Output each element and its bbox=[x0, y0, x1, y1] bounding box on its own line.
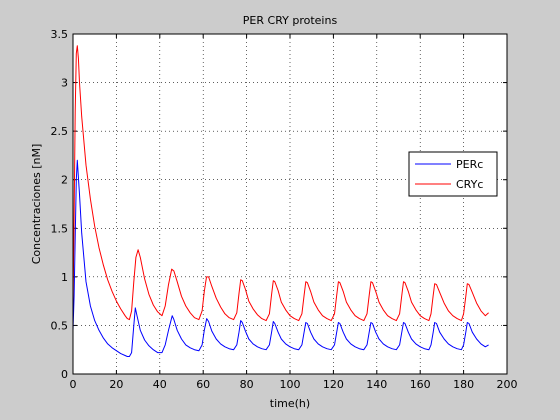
y-tick-label: 2.5 bbox=[51, 125, 69, 138]
y-tick-label: 0 bbox=[61, 368, 68, 381]
x-tick-label: 200 bbox=[497, 378, 518, 391]
x-tick-labels: 0 20 40 60 80 100 120 140 160 180 200 bbox=[70, 378, 518, 391]
x-tick-label: 0 bbox=[70, 378, 77, 391]
x-tick-label: 80 bbox=[240, 378, 254, 391]
chart-title: PER CRY proteins bbox=[243, 14, 338, 27]
x-tick-label: 140 bbox=[366, 378, 387, 391]
y-tick-label: 3 bbox=[61, 77, 68, 90]
y-tick-label: 2 bbox=[61, 174, 68, 187]
x-tick-label: 100 bbox=[280, 378, 301, 391]
legend-label-cryc: CRYc bbox=[456, 178, 483, 191]
x-tick-label: 160 bbox=[410, 378, 431, 391]
data-series bbox=[72, 45, 489, 357]
series-line-perc bbox=[72, 159, 489, 357]
legend: PERc CRYc bbox=[408, 151, 498, 197]
grid-lines bbox=[73, 34, 507, 374]
y-tick-label: 0.5 bbox=[51, 319, 69, 332]
x-axis-label: time(h) bbox=[270, 397, 310, 410]
x-tick-label: 120 bbox=[323, 378, 344, 391]
x-tick-label: 20 bbox=[109, 378, 123, 391]
legend-label-perc: PERc bbox=[456, 158, 483, 171]
y-tick-label: 3.5 bbox=[51, 28, 69, 41]
y-tick-labels: 0 0.5 1 1.5 2 2.5 3 3.5 bbox=[51, 28, 69, 381]
plot-frame bbox=[72, 33, 508, 375]
y-tick-label: 1.5 bbox=[51, 222, 69, 235]
legend-box bbox=[408, 151, 498, 197]
x-tick-label: 180 bbox=[453, 378, 474, 391]
y-tick-label: 1 bbox=[61, 271, 68, 284]
x-tick-label: 40 bbox=[153, 378, 167, 391]
y-axis-label: Concentraciones [nM] bbox=[30, 144, 43, 265]
x-tick-label: 60 bbox=[196, 378, 210, 391]
series-line-cryc bbox=[72, 45, 489, 322]
